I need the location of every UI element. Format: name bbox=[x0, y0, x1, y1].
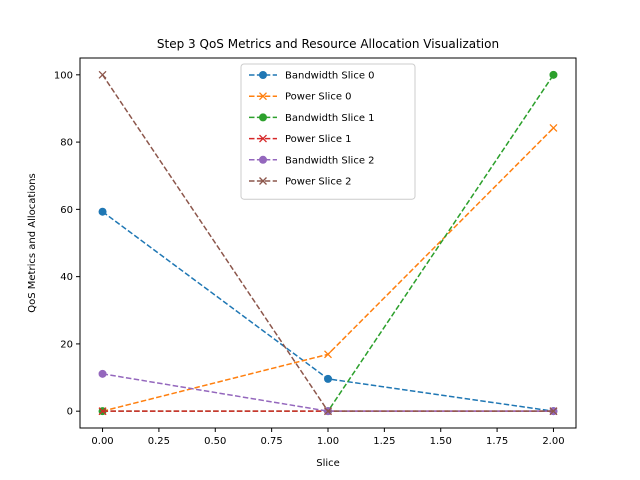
legend: Bandwidth Slice 0 Power Slice 0 Bandwidth … bbox=[240, 63, 416, 200]
x-tick-label: 1.00 bbox=[317, 436, 339, 447]
legend-label: Bandwidth Slice 1 bbox=[285, 113, 375, 124]
legend-label: Power Slice 2 bbox=[285, 177, 352, 188]
data-point-marker bbox=[549, 70, 558, 79]
data-point-marker bbox=[98, 70, 107, 79]
data-point-marker bbox=[259, 92, 267, 101]
y-tick-label: 100 bbox=[54, 70, 73, 81]
legend-frame bbox=[240, 63, 416, 200]
x-axis: 0.00 0.25 0.50 0.75 1.00 1.25 1.50 1.75 2.00 bbox=[91, 428, 565, 447]
data-point-marker bbox=[259, 155, 267, 164]
legend-label: Bandwidth Slice 0 bbox=[285, 71, 375, 82]
x-tick-label: 2.00 bbox=[542, 436, 564, 447]
legend-entry: Bandwidth Slice 2 bbox=[249, 155, 375, 166]
data-point-marker bbox=[259, 134, 267, 143]
y-axis-label: QoS Metrics and Allocations bbox=[27, 173, 38, 313]
y-tick-label: 0 bbox=[67, 407, 73, 418]
y-tick-label: 20 bbox=[60, 339, 73, 350]
x-tick-label: 1.25 bbox=[373, 436, 395, 447]
series-line bbox=[102, 373, 554, 412]
data-point-marker bbox=[98, 207, 107, 216]
legend-entry: Bandwidth Slice 0 bbox=[249, 71, 375, 82]
x-tick-label: 0.00 bbox=[91, 436, 113, 447]
series-6 bbox=[98, 70, 558, 416]
y-tick-label: 40 bbox=[60, 272, 73, 283]
legend-label: Power Slice 1 bbox=[285, 134, 352, 145]
x-tick-label: 0.75 bbox=[261, 436, 283, 447]
data-point-marker bbox=[259, 71, 267, 79]
x-tick-label: 0.25 bbox=[148, 436, 170, 447]
data-point-marker bbox=[98, 407, 107, 416]
chart-title: Step 3 QoS Metrics and Resource Allocati… bbox=[157, 37, 499, 51]
data-point-marker bbox=[259, 113, 267, 122]
data-point-marker bbox=[549, 407, 558, 416]
data-point-marker bbox=[98, 369, 107, 378]
x-tick-label: 1.50 bbox=[430, 436, 452, 447]
legend-label: Power Slice 0 bbox=[285, 92, 352, 103]
x-tick-label: 0.50 bbox=[204, 436, 226, 447]
plot-series bbox=[98, 70, 558, 416]
data-point-marker bbox=[324, 407, 332, 416]
legend-entry: Power Slice 2 bbox=[249, 177, 352, 188]
data-point-marker bbox=[549, 124, 558, 132]
legend-entry: Bandwidth Slice 1 bbox=[249, 113, 375, 124]
y-tick-label: 80 bbox=[60, 138, 73, 149]
legend-label: Bandwidth Slice 2 bbox=[285, 155, 375, 166]
data-point-marker bbox=[259, 177, 267, 185]
data-point-marker bbox=[324, 350, 332, 359]
data-point-marker bbox=[324, 374, 332, 383]
x-axis-label: Slice bbox=[316, 458, 340, 469]
legend-entry: Power Slice 1 bbox=[249, 134, 352, 145]
y-axis: 0 20 40 60 80 100 bbox=[54, 70, 80, 418]
y-tick-label: 60 bbox=[60, 205, 73, 216]
legend-entry: Power Slice 0 bbox=[249, 92, 352, 103]
x-tick-label: 1.75 bbox=[486, 436, 508, 447]
